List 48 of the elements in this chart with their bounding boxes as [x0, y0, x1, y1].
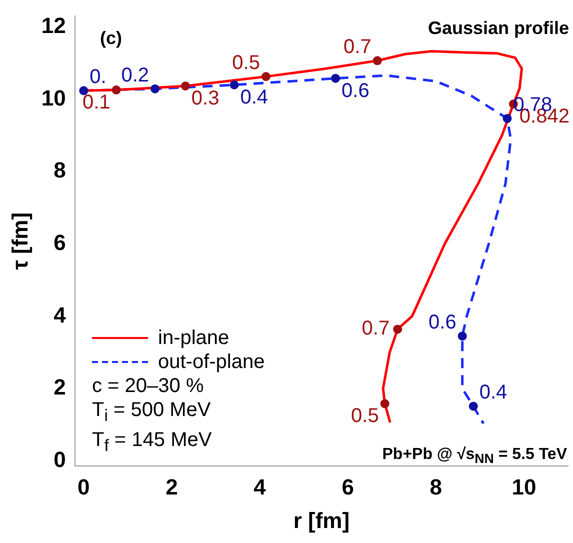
x-tick-label: 8 [430, 474, 442, 500]
x-axis-title: r [fm] [293, 508, 350, 533]
annotation: 0.4 [240, 86, 268, 108]
y-tick-label: 10 [41, 85, 66, 110]
y-axis-title: τ [fm] [7, 212, 32, 270]
y-tick-label: 12 [41, 13, 66, 38]
point [180, 81, 190, 90]
point [468, 402, 478, 411]
annotation: 0.3 [191, 87, 220, 110]
annotation: 0.6 [428, 312, 456, 334]
x-tick-label: 2 [166, 474, 178, 500]
y-tick-label: 8 [54, 158, 66, 183]
legend-label: out-of-plane [158, 350, 265, 374]
point [230, 80, 239, 90]
annotation: 0.4 [479, 382, 508, 404]
annotation: (c) [100, 28, 122, 49]
point [79, 86, 88, 96]
x-tick-label: 0 [78, 474, 90, 500]
point [458, 332, 467, 341]
annotation: 0. [90, 66, 106, 88]
y-tick-label: 6 [54, 230, 66, 255]
point [112, 85, 121, 94]
annotation: T$_{f}$ = 145 MeV [92, 428, 212, 457]
y-tick-label: 0 [54, 446, 66, 472]
annotation: 0.5 [232, 52, 260, 74]
annotation: 0.2 [121, 64, 150, 86]
annotation: 0.7 [362, 318, 390, 340]
annotation: 0.6 [342, 80, 370, 102]
annotation: Pb+Pb @ √s$_{NN}$ = 5.5 TeV [382, 446, 567, 466]
y-tick-label: 2 [54, 374, 66, 400]
point [150, 84, 160, 94]
point [502, 114, 512, 123]
annotation: Gaussian profile [428, 18, 569, 39]
annotation: c = 20–30 % [92, 374, 205, 398]
x-tick-label: 6 [342, 474, 354, 500]
point [261, 72, 270, 82]
x-tick-label: 10 [512, 474, 536, 500]
point [331, 74, 340, 83]
point [372, 56, 382, 66]
legend-label: in-plane [158, 326, 230, 350]
annotation: T$_{i}$ = 500 MeV [92, 398, 212, 427]
annotation: 0.1 [82, 91, 110, 114]
point [380, 399, 390, 408]
x-tick-label: 4 [254, 474, 267, 500]
point [393, 324, 402, 334]
annotation: 0.5 [351, 405, 379, 428]
y-tick-label: 4 [54, 302, 67, 328]
annotation: 0.7 [344, 36, 372, 58]
